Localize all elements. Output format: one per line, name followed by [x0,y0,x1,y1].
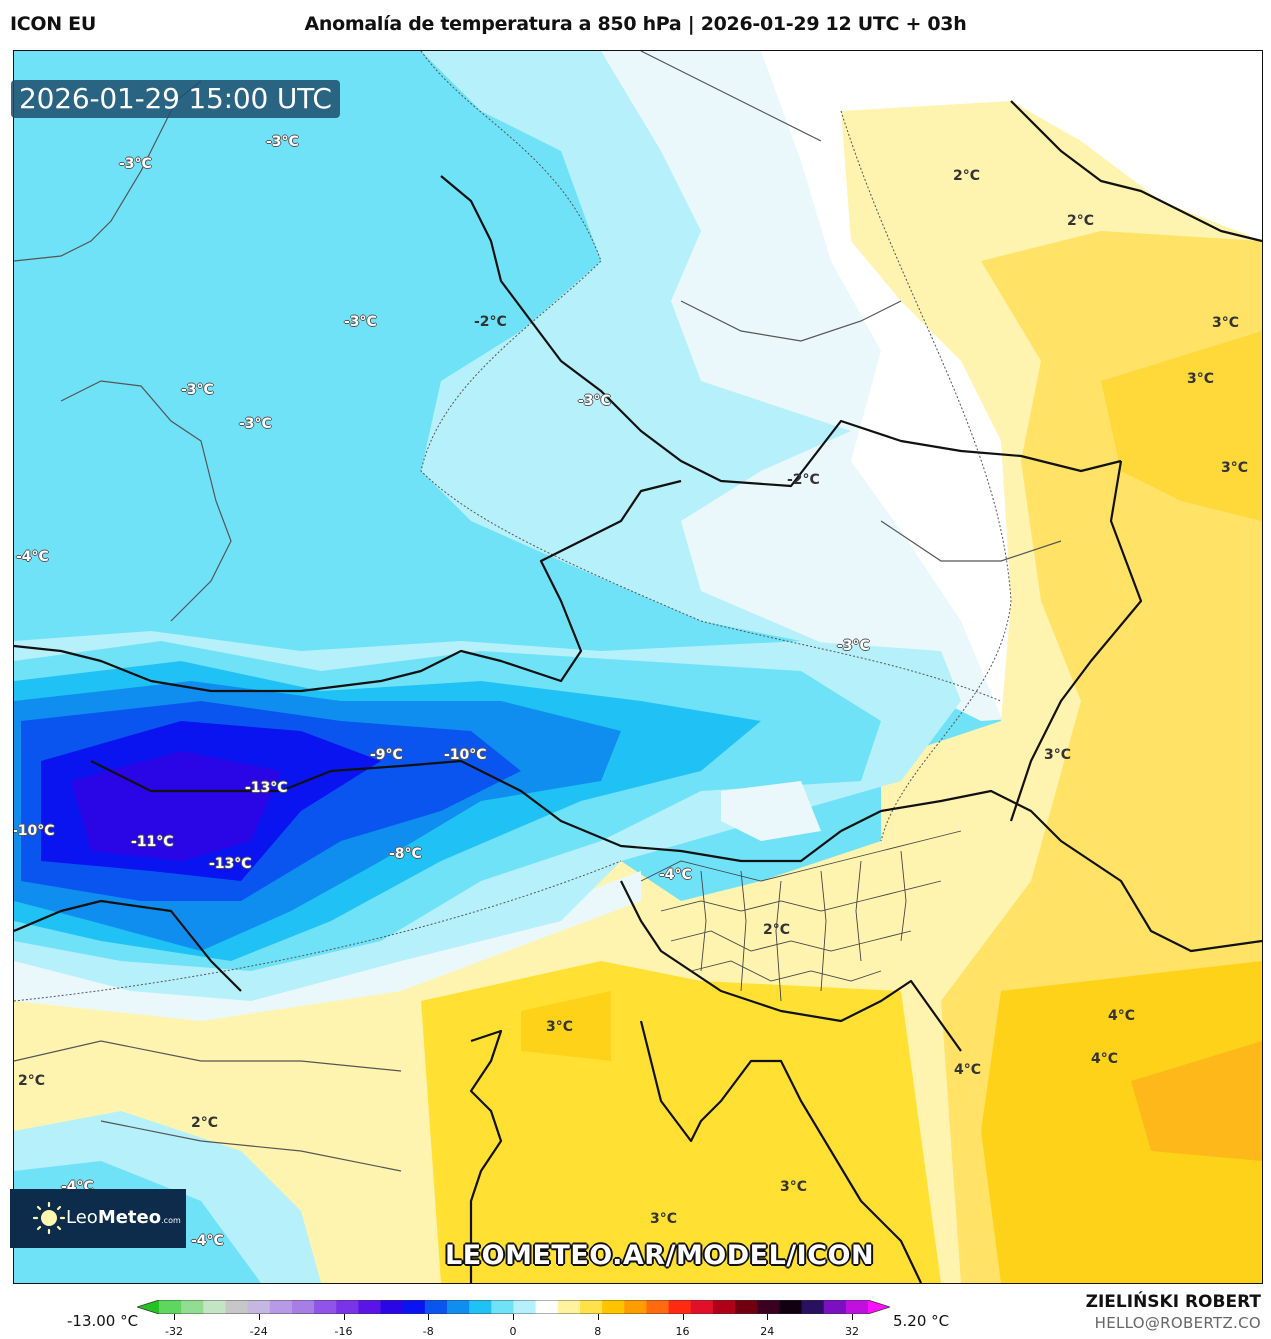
contour-label: 2°C [18,1073,46,1089]
colorbar-max-label: 5.20 °C [893,1312,950,1330]
colorbar-tick [513,1314,514,1320]
contour-label: 3°C [1044,747,1072,763]
contour-label: -4°C [16,549,49,565]
sun-icon [32,1201,66,1235]
contour-label: -3°C [266,134,299,150]
author-email[interactable]: HELLO@ROBERTZ.CO [1094,1314,1261,1332]
contour-label: 3°C [650,1211,678,1227]
contour-label: -11°C [131,834,174,850]
contour-label: -3°C [837,638,870,654]
contour-label: 2°C [953,168,981,184]
colorbar-tick [258,1314,260,1320]
contour-label: -3°C [181,382,214,398]
contour-label: 2°C [1067,213,1095,229]
contour-label: -4°C [191,1233,224,1249]
contour-label: -3°C [239,416,272,432]
valid-time-badge: 2026-01-29 15:00 UTC [11,80,340,118]
contour-label: 4°C [1091,1051,1119,1067]
model-name: ICON EU [10,13,96,35]
colorbar [137,1300,890,1314]
contour-label: 3°C [546,1019,574,1035]
colorbar-tick-label: 32 [845,1325,859,1338]
colorbar-tick-label: -8 [422,1325,434,1338]
contour-label: -3°C [344,314,377,330]
colorbar-tick [852,1314,853,1320]
colorbar-tick [343,1314,345,1320]
contour-label: 4°C [1108,1008,1136,1024]
contour-label: -2°C [787,472,820,488]
contour-label: -13°C [209,856,252,872]
map-panel: -3°C -3°C -3°C -2°C -3°C -3°C -3°C -2°C -4°C -3°C… [13,50,1263,1284]
contour-label: 4°C [954,1062,982,1078]
contour-label: 3°C [780,1179,808,1195]
colorbar-tick-label: 16 [675,1325,690,1338]
contour-label: -9°C [370,747,403,763]
author-credit: ZIELIŃSKI ROBERT [1085,1292,1261,1312]
colorbar-tick [767,1314,769,1320]
colorbar-tick-label: -32 [165,1325,183,1338]
contour-label: 3°C [1221,460,1249,476]
contour-label: -13°C [245,780,288,796]
leometeo-logo[interactable]: LeoMeteo.com [10,1189,186,1248]
contour-label: -8°C [389,846,422,862]
contour-label: 2°C [191,1115,219,1131]
site-watermark: LEOMETEO.AR/MODEL/ICON [445,1240,875,1271]
contour-label: 2°C [763,922,791,938]
colorbar-tick-label: 24 [760,1325,775,1338]
chart-title: Anomalía de temperatura a 850 hPa | 2026… [304,13,967,35]
contour-label: -4°C [659,867,692,883]
contour-label: -10°C [444,747,487,763]
contour-label: -3°C [578,393,611,409]
contour-label: -10°C [13,823,55,839]
colorbar-tick-label: 8 [594,1325,602,1338]
colorbar-tick [682,1314,684,1320]
contour-label: -3°C [119,156,152,172]
colorbar-tick-label: -24 [249,1325,268,1338]
colorbar-tick [597,1314,599,1320]
contour-label: 3°C [1212,315,1240,331]
colorbar-tick-label: 0 [509,1325,517,1338]
colorbar-tick [174,1314,175,1320]
colorbar-tick-label: -16 [334,1325,353,1338]
colorbar-min-label: -13.00 °C [67,1312,139,1330]
contour-label: -2°C [474,314,507,330]
temperature-anomaly-field [14,51,1262,1283]
logo-wordmark: LeoMeteo.com [66,1207,181,1228]
contour-label: 3°C [1187,371,1215,387]
colorbar-tick [428,1314,430,1320]
